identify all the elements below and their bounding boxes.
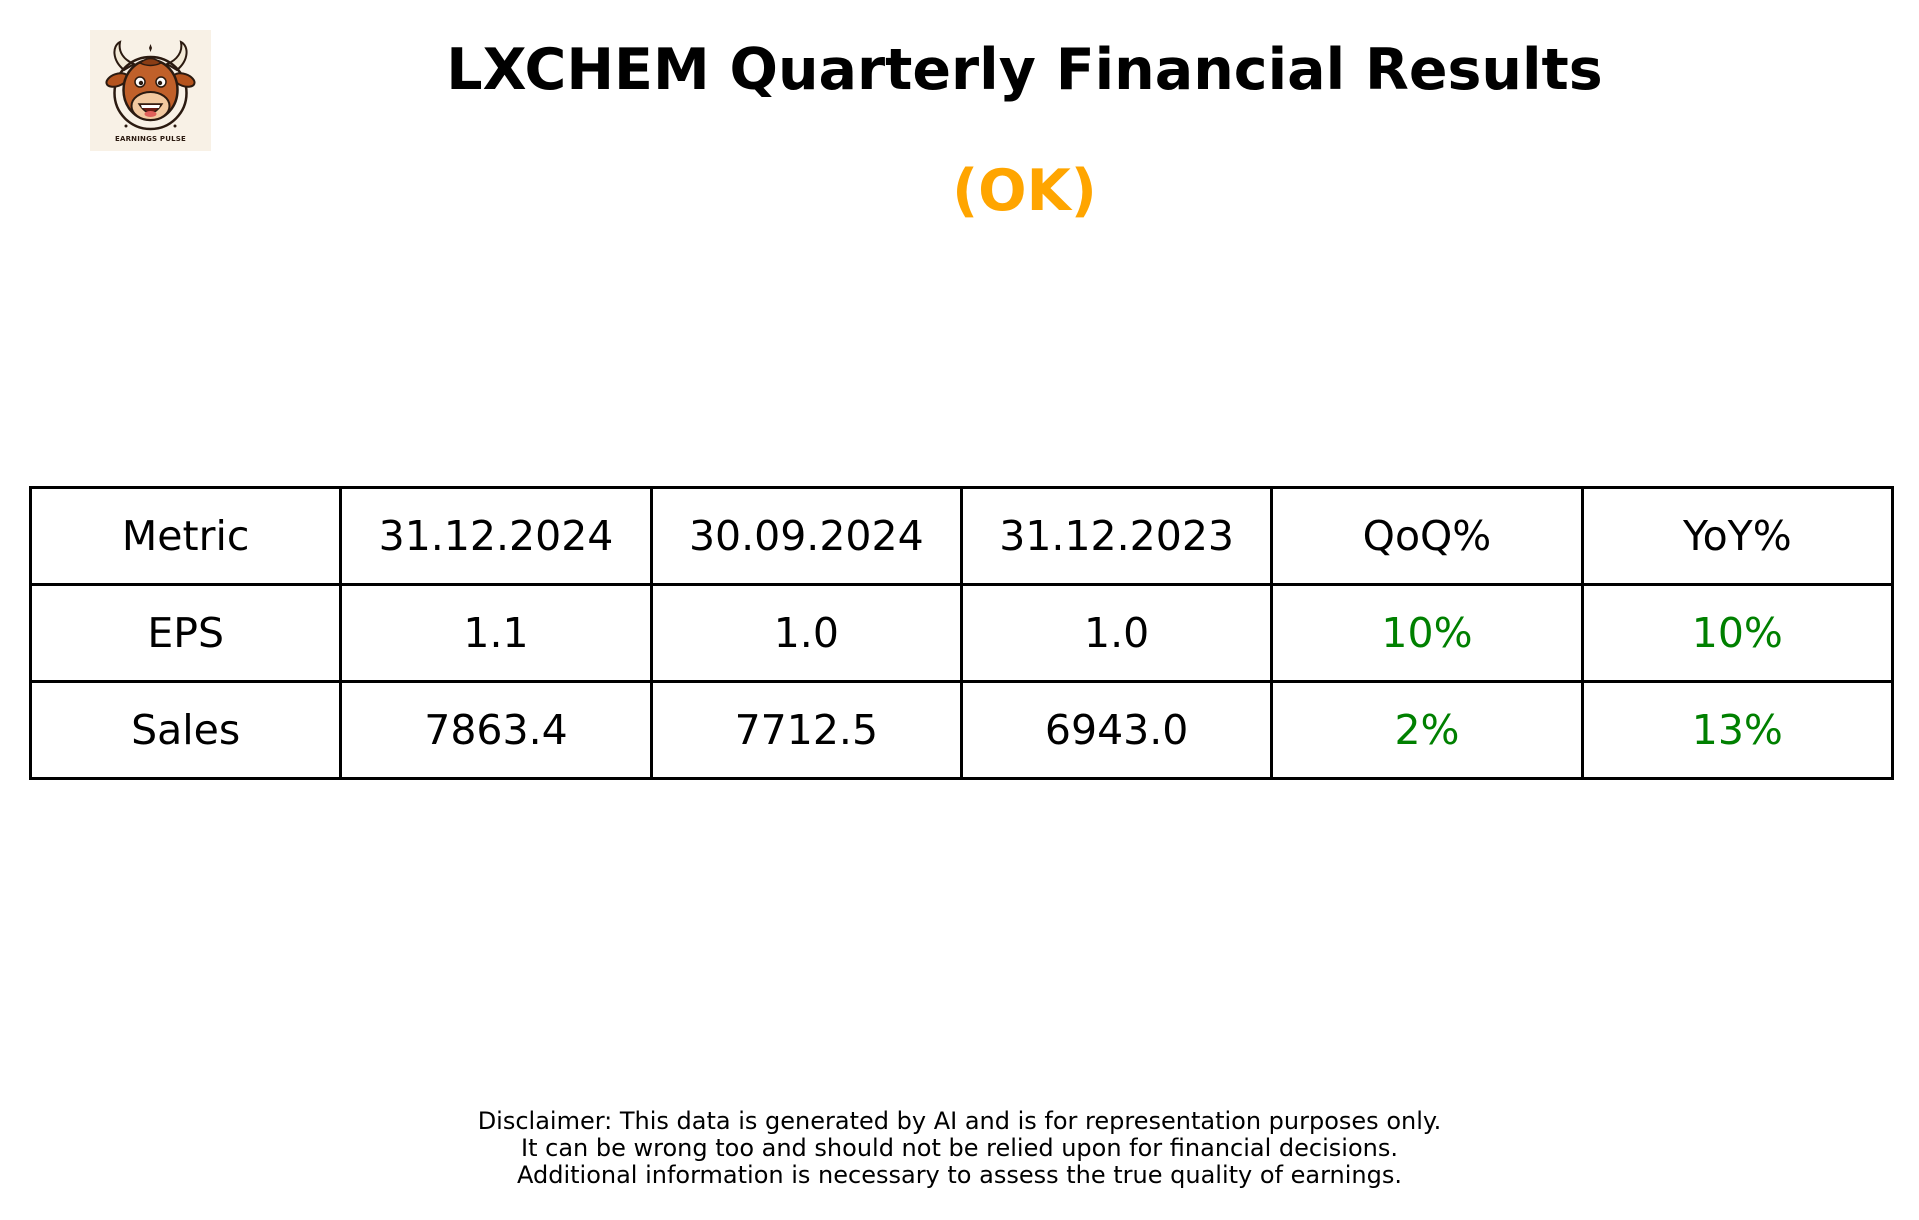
bull-mascot-icon <box>105 40 196 131</box>
header-period-previous-year: 31.12.2023 <box>959 486 1274 586</box>
header-metric: Metric <box>28 486 343 586</box>
table-row-sales: Sales 7863.4 7712.5 6943.0 2% 13% <box>28 680 1895 780</box>
disclaimer-line: Additional information is necessary to a… <box>516 1161 1402 1189</box>
metric-name: Sales <box>28 680 343 780</box>
table-cell: 6943.0 <box>959 680 1274 780</box>
table-cell: 1.0 <box>649 583 963 683</box>
qoq-change: 2% <box>1270 680 1584 780</box>
table-cell: 7712.5 <box>649 680 963 780</box>
metric-name: EPS <box>28 583 343 683</box>
results-table: Metric 31.12.2024 30.09.2024 31.12.2023 … <box>28 486 1895 780</box>
header-period-previous-quarter: 30.09.2024 <box>649 486 963 586</box>
qoq-change: 10% <box>1270 583 1584 683</box>
disclaimer-line: It can be wrong too and should not be re… <box>521 1134 1398 1162</box>
page-title: LXCHEM Quarterly Financial Results <box>446 37 1603 103</box>
yoy-change: 10% <box>1580 583 1895 683</box>
earnings-pulse-logo: EARNINGS PULSE <box>90 30 211 151</box>
disclaimer: Disclaimer: This data is generated by AI… <box>0 1108 1919 1189</box>
header-period-current: 31.12.2024 <box>339 486 653 586</box>
header-qoq: QoQ% <box>1270 486 1584 586</box>
table-cell: 7863.4 <box>339 680 653 780</box>
logo-caption: EARNINGS PULSE <box>114 135 187 143</box>
table-header-row: Metric 31.12.2024 30.09.2024 31.12.2023 … <box>28 486 1895 586</box>
table-cell: 1.0 <box>959 583 1274 683</box>
header-yoy: YoY% <box>1580 486 1895 586</box>
table-row-eps: EPS 1.1 1.0 1.0 10% 10% <box>28 583 1895 683</box>
table-cell: 1.1 <box>339 583 653 683</box>
yoy-change: 13% <box>1580 680 1895 780</box>
rating-label: (OK) <box>952 158 1097 224</box>
disclaimer-line: Disclaimer: This data is generated by AI… <box>477 1107 1442 1135</box>
